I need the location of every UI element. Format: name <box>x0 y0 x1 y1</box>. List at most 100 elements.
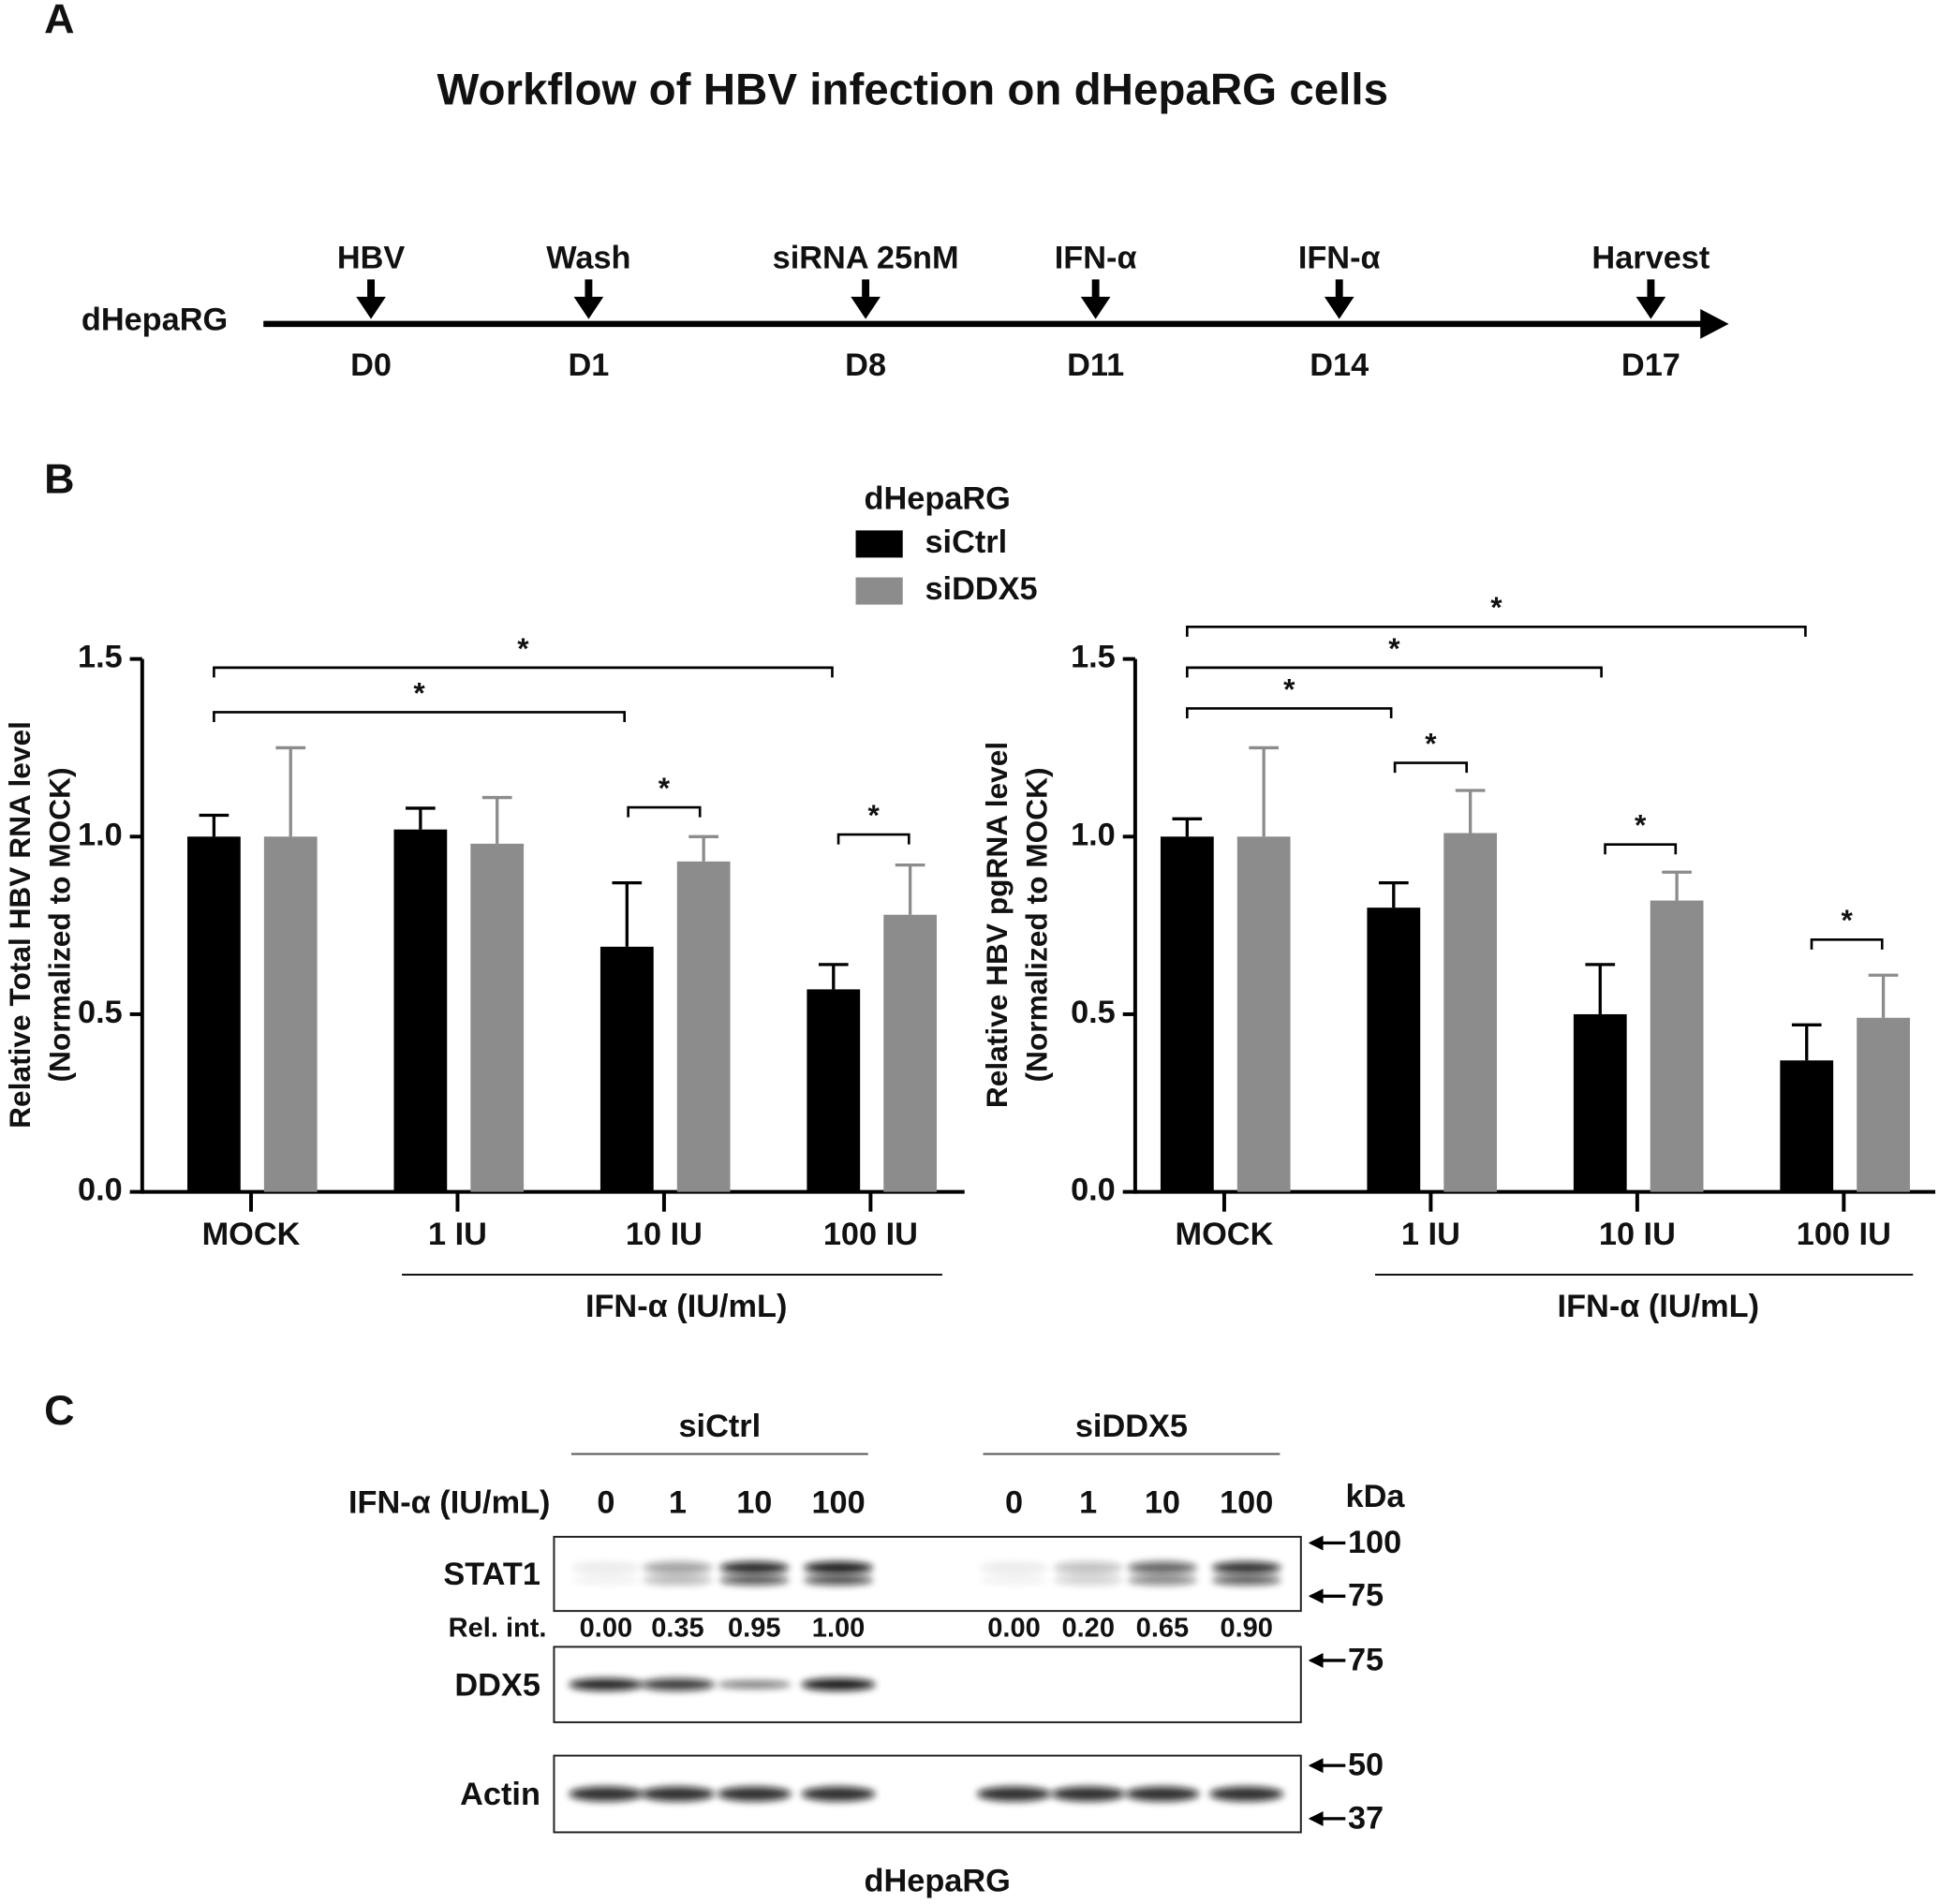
x-tick-label: MOCK <box>202 1217 301 1252</box>
marker-label: 75 <box>1348 1642 1384 1677</box>
actin-band <box>976 1786 1052 1802</box>
significance-label: * <box>1635 808 1647 842</box>
y-tick-label: 1.5 <box>78 640 123 675</box>
marker-label: 75 <box>1348 1578 1384 1614</box>
stat1-band <box>719 1561 790 1574</box>
bar <box>1160 836 1214 1192</box>
rel-int-value: 0.00 <box>987 1614 1041 1644</box>
kda-label: kDa <box>1346 1479 1406 1514</box>
legend-swatch <box>855 577 903 605</box>
step-arrowhead <box>356 296 386 319</box>
bar <box>807 989 861 1192</box>
rel-int-value: 0.65 <box>1136 1614 1190 1644</box>
x-axis-label: IFN-α (IU/mL) <box>1558 1289 1760 1324</box>
blot-row-label: STAT1 <box>443 1557 540 1592</box>
significance-bracket <box>213 711 627 722</box>
dose-label: 0 <box>1005 1485 1023 1521</box>
marker-label: 100 <box>1348 1525 1401 1560</box>
x-tick-label: 10 IU <box>1599 1217 1676 1252</box>
stat1-band <box>1211 1561 1281 1574</box>
marker-label: 37 <box>1348 1800 1384 1836</box>
y-axis-label: Relative HBV pgRNA level <box>980 742 1014 1108</box>
significance-bracket <box>1186 625 1807 637</box>
bar <box>1443 833 1498 1192</box>
step-event: siRNA 25nM <box>773 240 959 275</box>
dose-label: 100 <box>1220 1485 1273 1521</box>
treatment-label: IFN-α (IU/mL) <box>348 1485 550 1521</box>
y-tick-label: 1.5 <box>1071 640 1116 675</box>
actin-band <box>640 1786 716 1802</box>
step-arrowhead <box>1080 296 1111 319</box>
marker-label: 50 <box>1348 1748 1384 1783</box>
legend-title: dHepaRG <box>865 481 1011 517</box>
ddx5-band <box>717 1680 792 1689</box>
y-tick-label: 0.5 <box>78 995 123 1030</box>
ddx5-band <box>569 1678 644 1691</box>
bar <box>187 836 241 1192</box>
bar <box>883 914 938 1192</box>
y-axis-label: Relative Total HBV RNA level <box>3 721 37 1129</box>
significance-bracket <box>836 833 910 845</box>
dose-label: 10 <box>1145 1485 1180 1521</box>
bar <box>1650 900 1704 1192</box>
significance-label: * <box>1425 726 1437 760</box>
stat1-band <box>1127 1561 1197 1574</box>
significance-label: * <box>1490 590 1502 624</box>
rel-int-label: Rel. int. <box>449 1614 547 1644</box>
step-arrowhead <box>851 296 881 319</box>
legend-label: siCtrl <box>925 524 1007 560</box>
panel-label: B <box>44 455 74 503</box>
stat1-band <box>979 1561 1049 1574</box>
stat1-band <box>1127 1574 1197 1586</box>
marker-arrowhead <box>1308 1588 1324 1604</box>
bar <box>1236 836 1291 1192</box>
group-label: siCtrl <box>678 1409 761 1444</box>
bar <box>393 829 448 1192</box>
bar <box>1857 1017 1910 1192</box>
stat1-band <box>643 1561 713 1574</box>
significance-bracket <box>1186 666 1603 678</box>
step-day: D17 <box>1621 347 1680 383</box>
bar <box>676 861 731 1192</box>
step-event: Wash <box>546 240 630 275</box>
step-event: Harvest <box>1591 240 1710 275</box>
blot-frame <box>553 1535 1302 1613</box>
dose-label: 1 <box>1079 1485 1097 1521</box>
significance-bracket <box>627 805 702 818</box>
marker-arrowhead <box>1308 1535 1324 1551</box>
legend-swatch <box>855 530 903 558</box>
stat1-band <box>979 1574 1049 1586</box>
step-arrowhead <box>573 296 604 319</box>
panel-label: A <box>44 0 74 43</box>
ddx5-band <box>640 1678 716 1691</box>
panel-label: C <box>44 1386 74 1434</box>
marker-arrowhead <box>1308 1810 1324 1826</box>
y-axis-label: (Normalized to MOCK) <box>1019 767 1053 1082</box>
step-event: IFN-α <box>1298 240 1381 275</box>
significance-label: * <box>413 675 425 709</box>
bar <box>1573 1013 1627 1192</box>
step-day: D11 <box>1067 347 1124 383</box>
significance-bracket <box>1810 937 1884 950</box>
rel-int-value: 0.35 <box>651 1614 704 1644</box>
dose-label: 1 <box>669 1485 687 1521</box>
significance-bracket <box>213 666 834 678</box>
cell-line-label: dHepaRG <box>81 302 228 337</box>
bar <box>470 843 525 1192</box>
step-day: D1 <box>568 347 609 383</box>
step-arrowhead <box>1324 296 1354 319</box>
step-event: HBV <box>337 240 406 275</box>
significance-label: * <box>1283 672 1295 705</box>
rel-int-value: 0.00 <box>580 1614 633 1644</box>
group-label: siDDX5 <box>1075 1409 1188 1444</box>
x-tick-label: 1 IU <box>1401 1217 1460 1252</box>
blot-row-label: Actin <box>460 1777 540 1812</box>
actin-band <box>801 1786 876 1802</box>
x-tick-label: MOCK <box>1176 1217 1274 1252</box>
step-arrowhead <box>1636 296 1666 319</box>
y-tick-label: 1.0 <box>78 817 123 852</box>
step-event: IFN-α <box>1055 240 1137 275</box>
stat1-band <box>719 1574 790 1586</box>
